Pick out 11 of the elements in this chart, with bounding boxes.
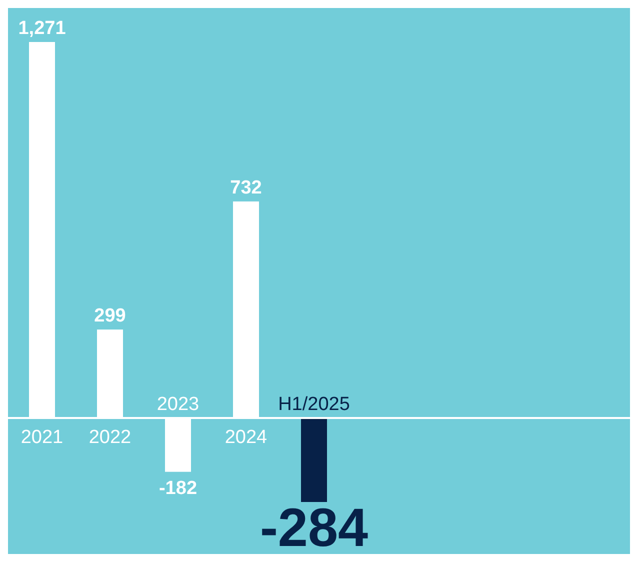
data-label: -284 xyxy=(260,498,368,558)
data-label: -182 xyxy=(158,478,198,499)
data-label: 1,271 xyxy=(18,18,66,39)
x-tick-label: H1/2025 xyxy=(278,394,350,415)
x-tick-label: 2023 xyxy=(156,394,200,415)
x-tick-label: 2022 xyxy=(88,426,132,448)
x-tick-label: 2024 xyxy=(224,426,268,448)
x-tick-label: 2021 xyxy=(20,426,64,448)
bar xyxy=(301,418,327,502)
data-label: 299 xyxy=(94,306,126,327)
data-label: 732 xyxy=(230,177,262,198)
